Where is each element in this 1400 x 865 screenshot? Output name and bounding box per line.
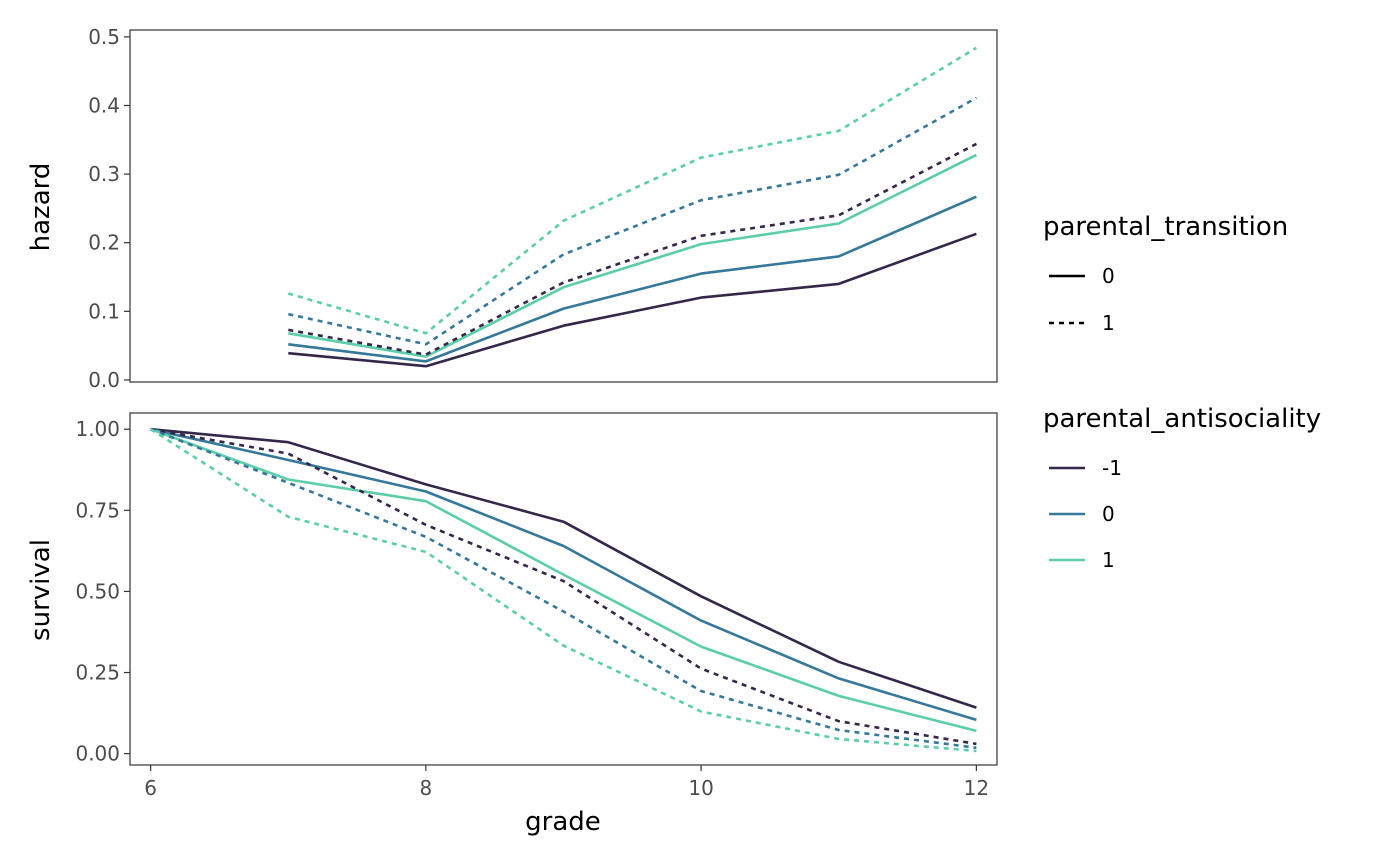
series-line-antisociality-1-transition-0 bbox=[288, 153, 977, 358]
y-tick-label: 0.50 bbox=[75, 579, 120, 603]
legend-parental-transition: parental_transition 0 1 bbox=[1043, 212, 1288, 335]
series-line-antisociality-0-transition-0 bbox=[288, 195, 977, 363]
y-tick-label: 0.3 bbox=[88, 162, 120, 186]
survival-panel-border bbox=[129, 412, 998, 766]
hazard-y-axis: 0.0 0.1 0.2 0.3 0.4 0.5 bbox=[88, 25, 130, 392]
x-tick-label: 12 bbox=[964, 776, 989, 800]
survival-y-axis: 0.00 0.25 0.50 0.75 1.00 bbox=[75, 417, 130, 766]
series-line-antisociality-1-transition-0 bbox=[150, 427, 977, 733]
y-tick-label: 0.5 bbox=[88, 25, 120, 49]
hazard-panel-border bbox=[129, 29, 998, 383]
x-tick-label: 6 bbox=[144, 776, 157, 800]
y-tick-label: 0.4 bbox=[88, 93, 120, 117]
survival-y-axis-title: survival bbox=[26, 539, 56, 641]
series-line-antisociality-0-transition-1 bbox=[150, 427, 977, 750]
y-tick-label: 0.75 bbox=[75, 498, 120, 522]
legend-label-antisociality-1: 1 bbox=[1102, 548, 1115, 572]
series-line-antisociality--1-transition-1 bbox=[150, 427, 977, 746]
hazard-y-axis-title: hazard bbox=[26, 163, 56, 252]
y-tick-label: 0.25 bbox=[75, 661, 120, 685]
x-axis-title: grade bbox=[525, 807, 601, 837]
x-tick-label: 8 bbox=[420, 776, 433, 800]
x-axis: 6 8 10 12 bbox=[144, 765, 989, 800]
y-tick-label: 0.1 bbox=[88, 299, 120, 323]
series-line-antisociality--1-transition-0 bbox=[150, 427, 977, 709]
x-tick-label: 10 bbox=[688, 776, 713, 800]
series-line-antisociality-1-transition-1 bbox=[149, 428, 977, 753]
legend-label-transition-0: 0 bbox=[1102, 264, 1115, 288]
legend-parental-antisociality: parental_antisociality -1 0 1 bbox=[1043, 404, 1321, 572]
legend-antisociality-title: parental_antisociality bbox=[1043, 404, 1321, 434]
y-tick-label: 0.2 bbox=[88, 231, 120, 255]
series-line-antisociality-0-transition-0 bbox=[150, 427, 977, 722]
legend-label-antisociality-0: 0 bbox=[1102, 502, 1115, 526]
series-line-antisociality--1-transition-0 bbox=[288, 232, 977, 368]
survival-series-layer bbox=[149, 427, 977, 753]
hazard-panel: 0.0 0.1 0.2 0.3 0.4 0.5 hazard bbox=[26, 25, 998, 392]
y-tick-label: 0.0 bbox=[88, 368, 120, 392]
legend-transition-title: parental_transition bbox=[1043, 212, 1288, 242]
y-tick-label: 0.00 bbox=[75, 742, 120, 766]
hazard-series-layer bbox=[287, 46, 978, 368]
legend-label-transition-1: 1 bbox=[1102, 311, 1115, 335]
y-tick-label: 1.00 bbox=[75, 417, 120, 441]
legend-label-antisociality--1: -1 bbox=[1102, 456, 1122, 480]
survival-panel: 0.00 0.25 0.50 0.75 1.00 survival bbox=[26, 412, 998, 766]
